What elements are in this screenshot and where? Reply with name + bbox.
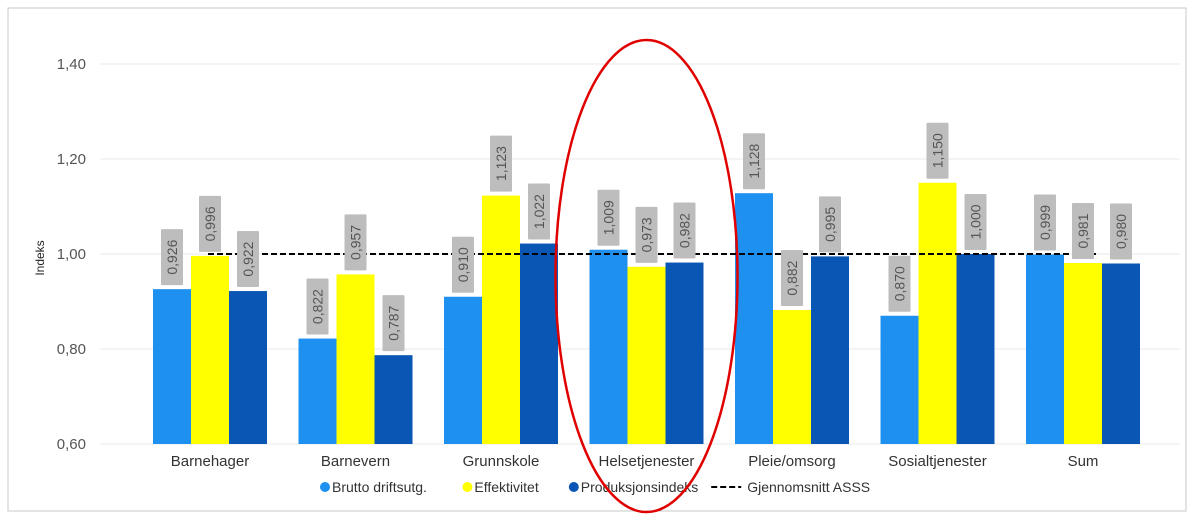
data-labels: 0,926 0,996 0,922 0,822 0,957 0,787 0,910 1,123… (161, 122, 1132, 352)
data-label: 1,128 (743, 133, 765, 190)
bar (627, 266, 666, 444)
legend-item: Effektivitet (462, 479, 539, 495)
data-label: 0,982 (673, 202, 696, 259)
svg-text:0,981: 0,981 (1075, 213, 1091, 248)
y-axis-ticks: 0,60 0,80 1,00 1,20 1,40 (57, 56, 86, 453)
bar (520, 243, 558, 444)
category-labels: Barnehager Barnevern Grunnskole Helsetjenes… (171, 453, 1099, 470)
svg-text:1,009: 1,009 (601, 200, 617, 235)
svg-text:0,995: 0,995 (822, 207, 838, 242)
bar (374, 355, 413, 444)
svg-text:0,822: 0,822 (310, 289, 326, 324)
svg-text:0,882: 0,882 (784, 260, 800, 295)
data-label: 1,009 (597, 189, 620, 246)
svg-text:0,926: 0,926 (164, 239, 180, 274)
y-tick-label: 1,20 (57, 151, 86, 168)
svg-text:0,787: 0,787 (386, 305, 402, 340)
svg-text:Effektivitet: Effektivitet (474, 479, 538, 495)
svg-text:1,128: 1,128 (746, 143, 762, 178)
category-label: Grunnskole (463, 453, 540, 470)
data-label: 0,996 (199, 195, 221, 252)
svg-text:1,022: 1,022 (531, 194, 547, 229)
bar (880, 315, 919, 444)
svg-text:0,870: 0,870 (892, 266, 908, 301)
bar (811, 256, 849, 444)
svg-text:Produksjonsindeks: Produksjonsindeks (581, 479, 699, 495)
svg-text:0,922: 0,922 (240, 241, 256, 276)
bar (918, 182, 957, 444)
bar (229, 291, 267, 444)
data-label: 0,995 (819, 196, 841, 253)
bar (665, 262, 704, 444)
bar (153, 289, 191, 444)
svg-text:Gjennomsnitt ASSS: Gjennomsnitt ASSS (747, 479, 870, 495)
category-label: Pleie/omsorg (748, 453, 836, 470)
svg-text:1,000: 1,000 (968, 204, 984, 239)
svg-text:0,980: 0,980 (1113, 214, 1129, 249)
y-tick-label: 1,00 (57, 246, 86, 263)
svg-text:Brutto driftsutg.: Brutto driftsutg. (332, 479, 427, 495)
highlight-ellipse (554, 38, 739, 514)
bar (482, 195, 520, 444)
data-label: 0,926 (161, 229, 183, 286)
bar (773, 310, 811, 444)
data-label: 0,980 (1110, 203, 1132, 260)
bar (191, 255, 229, 444)
data-label: 0,973 (635, 206, 658, 263)
category-label: Helsetjenester (599, 453, 695, 470)
svg-text:1,150: 1,150 (930, 133, 946, 168)
legend-item: Produksjonsindeks (568, 479, 699, 495)
bar (298, 338, 337, 444)
bar (1064, 263, 1102, 444)
annotation (554, 38, 739, 514)
data-label: 0,822 (306, 278, 329, 335)
data-label: 1,150 (926, 122, 949, 179)
data-label: 0,882 (781, 250, 803, 307)
legend-item: Brutto driftsutg. (320, 479, 427, 495)
category-label: Barnevern (321, 453, 390, 470)
svg-text:0,996: 0,996 (202, 206, 218, 241)
data-label: 0,870 (888, 255, 911, 312)
data-label: 0,957 (344, 214, 367, 271)
bar (956, 254, 995, 444)
y-tick-label: 0,80 (57, 341, 86, 358)
data-label: 0,981 (1072, 203, 1094, 260)
data-label: 1,123 (490, 135, 512, 192)
svg-text:0,999: 0,999 (1037, 205, 1053, 240)
bar (735, 193, 773, 444)
bar (444, 296, 482, 444)
bar (336, 274, 375, 444)
category-label: Sosialtjenester (888, 453, 986, 470)
category-label: Barnehager (171, 453, 249, 470)
svg-text:1,123: 1,123 (493, 146, 509, 181)
y-axis-label: Indeks (33, 240, 47, 275)
data-label: 0,999 (1034, 194, 1056, 251)
legend-item: Gjennomsnitt ASSS (711, 479, 870, 495)
category-label: Sum (1068, 453, 1099, 470)
svg-text:0,982: 0,982 (677, 213, 693, 248)
svg-text:0,957: 0,957 (348, 225, 364, 260)
data-label: 0,922 (237, 231, 259, 288)
bars (153, 182, 1140, 444)
data-label: 0,787 (382, 295, 405, 352)
svg-text:0,910: 0,910 (455, 247, 471, 282)
svg-text:0,973: 0,973 (639, 217, 655, 252)
bar (1026, 254, 1064, 444)
legend: Brutto driftsutg. Effektivitet Produksjons… (320, 479, 870, 495)
bar (1102, 263, 1140, 444)
y-tick-label: 0,60 (57, 436, 86, 453)
bar (589, 249, 628, 444)
data-label: 1,000 (964, 194, 987, 250)
y-tick-label: 1,40 (57, 56, 86, 73)
data-label: 1,022 (528, 183, 550, 240)
data-label: 0,910 (452, 236, 474, 293)
